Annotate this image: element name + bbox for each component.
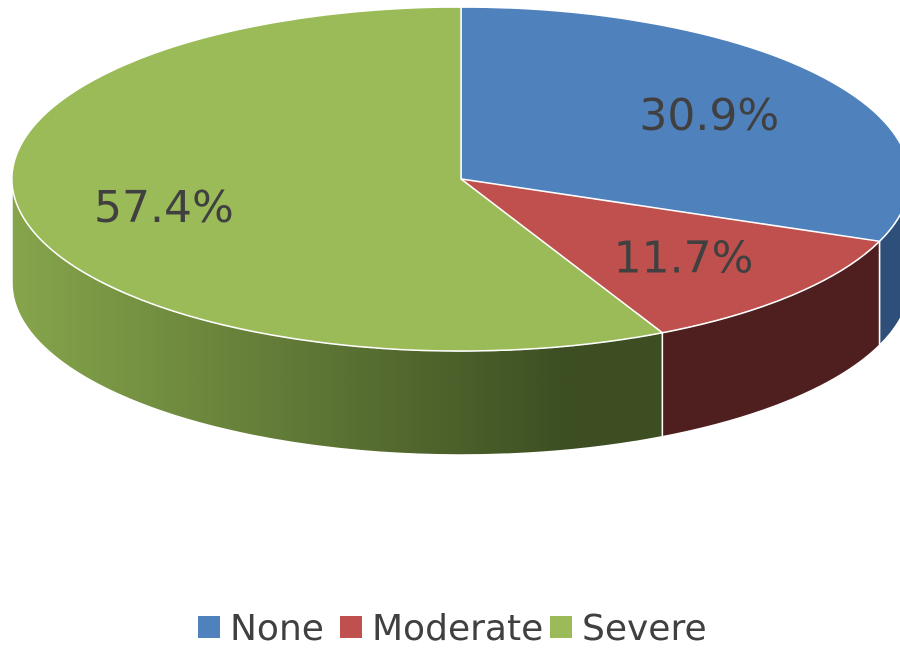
pie-slice-severe [11, 6, 664, 352]
legend-label-none: None [230, 608, 324, 649]
legend-item-severe: Severe [550, 608, 707, 649]
data-labels: 30.9% 11.7% 57.4% [94, 90, 779, 284]
data-label-moderate: 11.7% [614, 233, 754, 284]
data-label-none: 30.9% [639, 90, 779, 141]
pie-tops [11, 6, 900, 352]
legend-item-none: None [198, 608, 324, 649]
legend: None Moderate Severe [198, 608, 707, 649]
pie-sides [11, 178, 900, 456]
pie-slice-none [460, 6, 900, 243]
legend-item-moderate: Moderate [340, 608, 543, 649]
legend-label-moderate: Moderate [372, 608, 543, 649]
legend-swatch-moderate [340, 616, 362, 638]
legend-swatch-none [198, 616, 220, 638]
legend-label-severe: Severe [582, 608, 707, 649]
pie-slice-moderate [460, 178, 881, 334]
data-label-severe: 57.4% [94, 182, 234, 233]
legend-swatch-severe [550, 616, 572, 638]
